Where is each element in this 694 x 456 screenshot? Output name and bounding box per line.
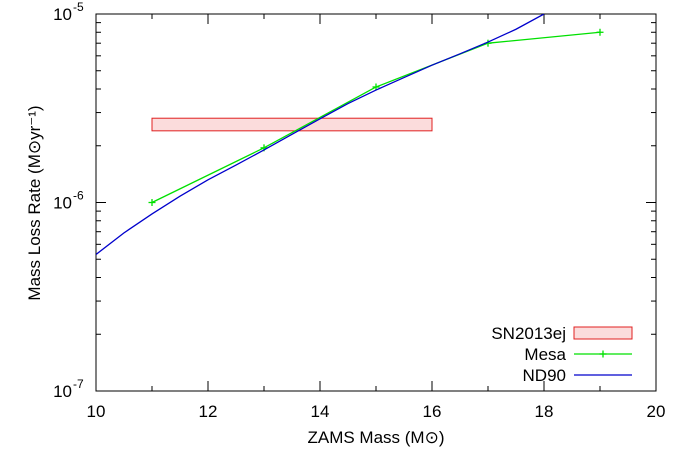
plot-frame [95,13,657,392]
series-layer [96,14,604,255]
mesa-point [596,28,604,36]
legend-label-nd90: ND90 [523,366,566,385]
mesa-point [148,199,156,206]
plot-border [95,13,657,392]
nd90-curve [96,14,545,255]
x-tick-label: 10 [87,402,106,421]
y-tick-label: 10 [53,5,72,24]
legend: SN2013ej Mesa ND90 [491,324,633,385]
mesa-line [151,31,601,204]
sn2013ej-box [151,117,433,132]
x-tick-label: 18 [535,402,554,421]
y-tick-exponent: -6 [73,189,84,203]
y-tick-exponent: -5 [73,0,84,14]
x-tick-label: 12 [199,402,218,421]
x-tick-label: 16 [423,402,442,421]
legend-label-mesa: Mesa [524,345,566,364]
y-tick-exponent: -7 [73,377,84,391]
x-tick-label: 20 [647,402,666,421]
mesa-point [372,83,380,91]
x-axis-ticks: 10 12 14 16 18 20 [87,14,666,421]
y-axis-label: Mass Loss Rate (M⊙yr⁻¹) [25,105,44,300]
x-tick-label: 14 [311,402,330,421]
legend-label-sn2013ej: SN2013ej [491,324,566,343]
legend-swatch-sn2013ej [573,326,633,340]
x-axis-label: ZAMS Mass (M⊙) [307,428,444,447]
y-tick-label: 10 [53,194,72,213]
y-tick-label: 10 [53,382,72,401]
y-axis-ticks: 10-710-610-5 [53,0,656,401]
